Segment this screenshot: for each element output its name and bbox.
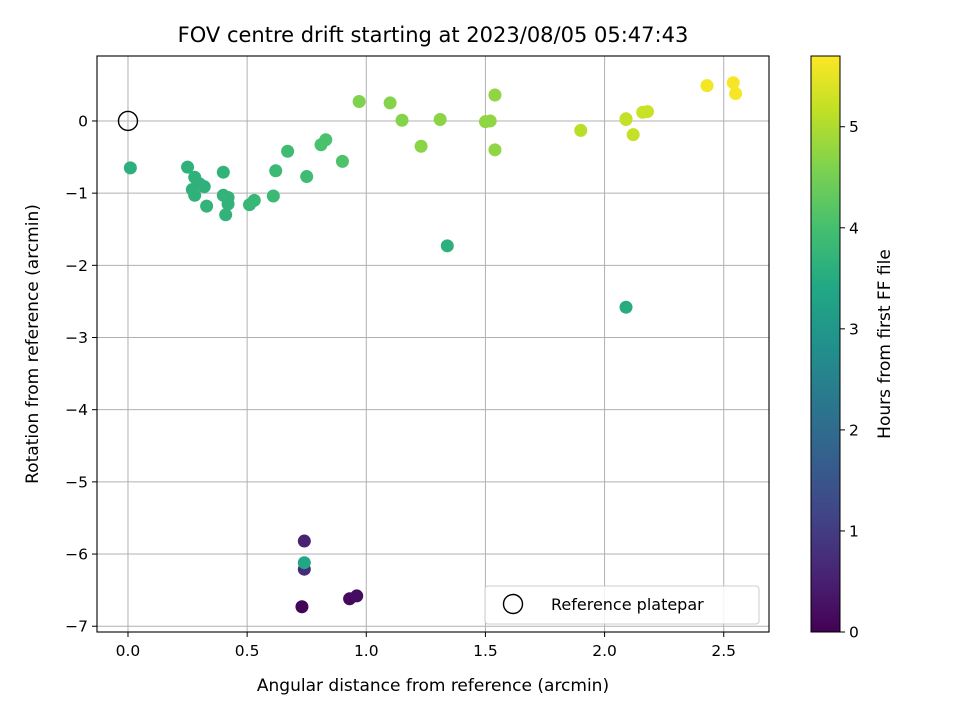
colorbar-ticks: 0 1 2 3 4 5 [840,118,859,642]
colorbar-label: Hours from first FF file [875,249,895,439]
data-point [619,113,633,127]
data-point [574,123,588,137]
x-axis-label: Angular distance from reference (arcmin) [257,676,609,696]
data-point [726,76,740,90]
data-points [123,76,743,614]
data-point [319,133,333,147]
data-point [483,114,497,128]
data-point [433,113,447,127]
colorbar-gradient [810,55,841,633]
colorbar-tick-label: 4 [849,219,859,237]
data-point [123,161,137,175]
data-point [266,189,280,203]
y-tick-label: −6 [65,546,88,564]
y-tick-label: −1 [65,185,88,203]
x-tick-label: 1.0 [354,642,379,660]
grid-lines [97,56,769,632]
data-point [488,143,502,157]
y-tick-label: −5 [65,473,88,491]
colorbar-tick-label: 5 [849,118,859,136]
chart-title: FOV centre drift starting at 2023/08/05 … [178,23,689,47]
data-point [335,154,349,168]
data-point [440,239,454,253]
data-point [626,128,640,142]
legend-marker-reference [502,593,524,615]
data-point [700,79,714,93]
data-point [395,113,409,127]
data-point [219,208,233,222]
data-point [221,197,235,211]
colorbar-tick-label: 1 [849,522,859,540]
data-point [269,164,283,178]
data-point [300,170,314,184]
data-point [729,87,743,101]
y-tick-label: −3 [65,329,88,347]
data-point [181,160,195,174]
data-point [188,188,202,202]
x-tick-label: 2.0 [592,642,617,660]
data-point [297,534,311,548]
y-tick-label: −7 [65,618,88,636]
reference-platepar-marker [117,110,139,132]
x-tick-label: 0.0 [116,642,141,660]
data-point [488,88,502,102]
data-point [216,165,230,179]
data-point [619,300,633,314]
data-point [200,199,214,213]
data-point [640,105,654,119]
x-tick-label: 1.5 [473,642,498,660]
data-point [352,94,366,108]
legend-entry-reference-platepar: Reference platepar [551,595,704,614]
data-point [197,180,211,194]
colorbar: 0 1 2 3 4 5 Hours from first FF file [810,55,895,642]
colorbar-tick-label: 2 [849,421,859,439]
plot-frame [96,55,770,633]
data-point [350,589,364,603]
colorbar-tick-label: 3 [849,320,859,338]
data-point [383,96,397,110]
legend-box [484,585,760,625]
legend: Reference platepar [484,585,760,625]
x-tick-label: 2.5 [711,642,736,660]
y-tick-label: −4 [65,401,88,419]
data-point [281,144,295,158]
data-point [414,139,428,153]
data-point [295,600,309,614]
x-axis-ticks: 0.0 0.5 1.0 1.5 2.0 2.5 [116,632,736,660]
data-point [297,556,311,570]
y-tick-label: −2 [65,257,88,275]
data-point [247,193,261,207]
y-axis-label: Rotation from reference (arcmin) [23,204,43,484]
x-tick-label: 0.5 [235,642,260,660]
y-axis-ticks: 0 −1 −2 −3 −4 −5 −6 −7 [65,112,97,636]
y-tick-label: 0 [78,112,88,130]
colorbar-tick-label: 0 [849,624,859,642]
reference-marker-layer [117,110,139,132]
